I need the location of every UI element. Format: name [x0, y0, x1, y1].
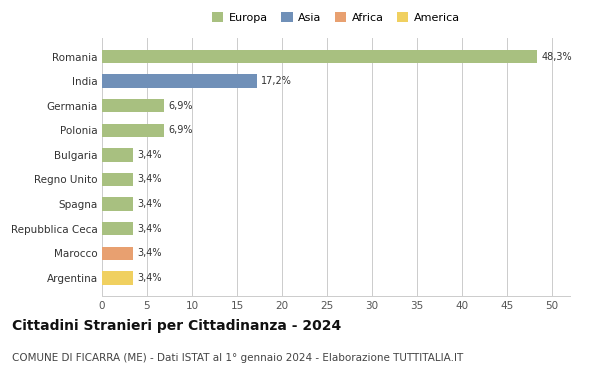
Bar	[102, 222, 133, 236]
Text: 6,9%: 6,9%	[169, 101, 193, 111]
Bar	[102, 271, 133, 285]
Bar	[102, 74, 257, 88]
Text: 48,3%: 48,3%	[541, 52, 572, 62]
Text: 3,4%: 3,4%	[137, 224, 161, 234]
Bar	[102, 173, 133, 186]
Text: 3,4%: 3,4%	[137, 199, 161, 209]
Bar	[102, 124, 164, 137]
Text: 3,4%: 3,4%	[137, 248, 161, 258]
Bar	[102, 197, 133, 211]
Text: 6,9%: 6,9%	[169, 125, 193, 135]
Text: 3,4%: 3,4%	[137, 174, 161, 185]
Text: 3,4%: 3,4%	[137, 273, 161, 283]
Text: 17,2%: 17,2%	[262, 76, 292, 86]
Text: Cittadini Stranieri per Cittadinanza - 2024: Cittadini Stranieri per Cittadinanza - 2…	[12, 319, 341, 333]
Bar	[102, 99, 164, 112]
Bar	[102, 148, 133, 162]
Text: 3,4%: 3,4%	[137, 150, 161, 160]
Bar	[102, 50, 537, 63]
Legend: Europa, Asia, Africa, America: Europa, Asia, Africa, America	[208, 8, 464, 27]
Bar	[102, 247, 133, 260]
Text: COMUNE DI FICARRA (ME) - Dati ISTAT al 1° gennaio 2024 - Elaborazione TUTTITALIA: COMUNE DI FICARRA (ME) - Dati ISTAT al 1…	[12, 353, 463, 363]
